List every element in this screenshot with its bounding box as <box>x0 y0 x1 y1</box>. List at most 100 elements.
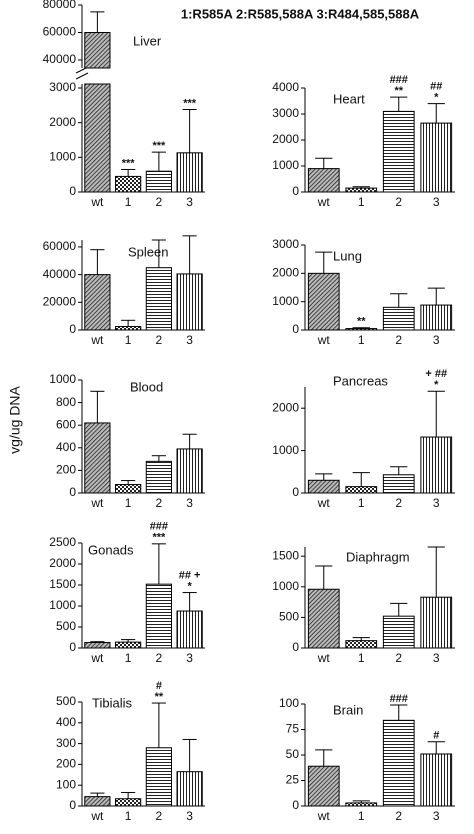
y-tick-label: 60000 <box>43 25 77 39</box>
x-tick-label: wt <box>90 195 104 209</box>
bar <box>307 765 340 807</box>
bar <box>420 596 453 649</box>
bar <box>345 640 378 649</box>
y-tick-label: 0 <box>69 485 76 499</box>
y-tick-label: 1000 <box>272 294 299 308</box>
y-tick-label: 2000 <box>272 266 299 280</box>
bar <box>420 436 453 494</box>
bar <box>115 175 142 193</box>
y-tick-label: 0 <box>69 184 76 198</box>
significance-label: *** <box>152 532 166 544</box>
bar <box>145 267 172 331</box>
y-tick-label: 40000 <box>43 52 77 66</box>
x-tick-label: 1 <box>125 496 132 510</box>
y-tick-label: 2500 <box>49 535 76 549</box>
bar <box>176 771 203 807</box>
y-tick-label: 0 <box>69 640 76 654</box>
y-tick-label: 0 <box>292 485 299 499</box>
y-tick-label: 3000 <box>272 106 299 120</box>
significance-label: ### <box>150 521 168 533</box>
x-tick-label: 2 <box>156 195 163 209</box>
x-tick-label: 3 <box>186 195 193 209</box>
axis-break <box>75 72 89 80</box>
y-tick-label: 0 <box>292 322 299 336</box>
x-tick-label: 2 <box>395 651 402 665</box>
x-tick-label: 3 <box>186 809 193 823</box>
x-tick-label: 2 <box>395 496 402 510</box>
y-tick-label: 400 <box>56 440 76 454</box>
significance-label: ** <box>357 316 366 328</box>
significance-label: * <box>187 580 192 592</box>
y-tick-label: 500 <box>279 610 299 624</box>
bar <box>345 328 378 331</box>
y-tick-label: 1000 <box>49 372 76 386</box>
panel-title: Gonads <box>88 542 134 557</box>
y-tick-label: 1000 <box>49 598 76 612</box>
bar <box>115 641 142 649</box>
x-tick-label: wt <box>317 195 331 209</box>
significance-label: # <box>156 680 162 692</box>
bar-upper <box>84 32 111 69</box>
y-tick-label: 100 <box>279 696 299 710</box>
x-tick-label: 3 <box>433 651 440 665</box>
x-tick-label: 2 <box>395 333 402 347</box>
y-tick-label: 0 <box>292 798 299 812</box>
significance-label: ** <box>394 85 403 97</box>
x-tick-label: 2 <box>156 496 163 510</box>
panel-title: Spleen <box>128 244 168 259</box>
significance-label: # <box>433 730 439 742</box>
bar <box>420 304 453 331</box>
x-tick-label: 2 <box>156 809 163 823</box>
significance-label: * <box>434 92 439 104</box>
significance-label: ### <box>390 74 408 86</box>
y-tick-label: 2000 <box>49 115 76 129</box>
panel-title: Liver <box>133 33 162 48</box>
significance-label: ## + <box>179 569 201 581</box>
bar <box>307 479 340 494</box>
x-tick-label: 1 <box>358 496 365 510</box>
bar <box>382 719 415 807</box>
panel-title: Lung <box>333 248 362 263</box>
x-tick-label: 2 <box>156 333 163 347</box>
panel-title: Heart <box>333 91 365 106</box>
y-tick-label: 40000 <box>43 267 77 281</box>
bar <box>176 152 203 193</box>
bar <box>84 83 111 193</box>
bar <box>145 460 172 494</box>
x-tick-label: 3 <box>186 496 193 510</box>
y-tick-label: 800 <box>56 395 76 409</box>
x-tick-label: 1 <box>358 809 365 823</box>
y-tick-label: 3000 <box>272 237 299 251</box>
y-tick-label: 60000 <box>43 239 77 253</box>
y-tick-label: 80000 <box>43 0 77 11</box>
bar <box>84 422 111 494</box>
y-tick-label: 200 <box>56 463 76 477</box>
x-tick-label: 3 <box>433 195 440 209</box>
bar <box>420 753 453 807</box>
bar <box>307 168 340 193</box>
bar <box>145 747 172 807</box>
y-tick-label: 100 <box>56 777 76 791</box>
x-tick-label: 3 <box>433 496 440 510</box>
bar <box>345 187 378 193</box>
x-tick-label: 1 <box>358 651 365 665</box>
y-tick-label: 2000 <box>49 556 76 570</box>
y-tick-label: 200 <box>56 757 76 771</box>
panel-title: Diaphragm <box>346 549 410 564</box>
bar <box>382 474 415 494</box>
x-tick-label: 1 <box>358 333 365 347</box>
y-tick-label: 600 <box>56 417 76 431</box>
y-tick-label: 1000 <box>49 150 76 164</box>
x-tick-label: 2 <box>395 195 402 209</box>
y-tick-label: 4000 <box>272 80 299 94</box>
y-tick-label: 1000 <box>272 158 299 172</box>
x-tick-label: 3 <box>186 651 193 665</box>
x-tick-label: 1 <box>125 333 132 347</box>
x-tick-label: 1 <box>358 195 365 209</box>
x-tick-label: 2 <box>156 651 163 665</box>
y-tick-label: 300 <box>56 736 76 750</box>
bar <box>307 272 340 331</box>
y-tick-label: 20000 <box>43 294 77 308</box>
significance-label: *** <box>183 97 197 109</box>
x-tick-label: wt <box>317 809 331 823</box>
